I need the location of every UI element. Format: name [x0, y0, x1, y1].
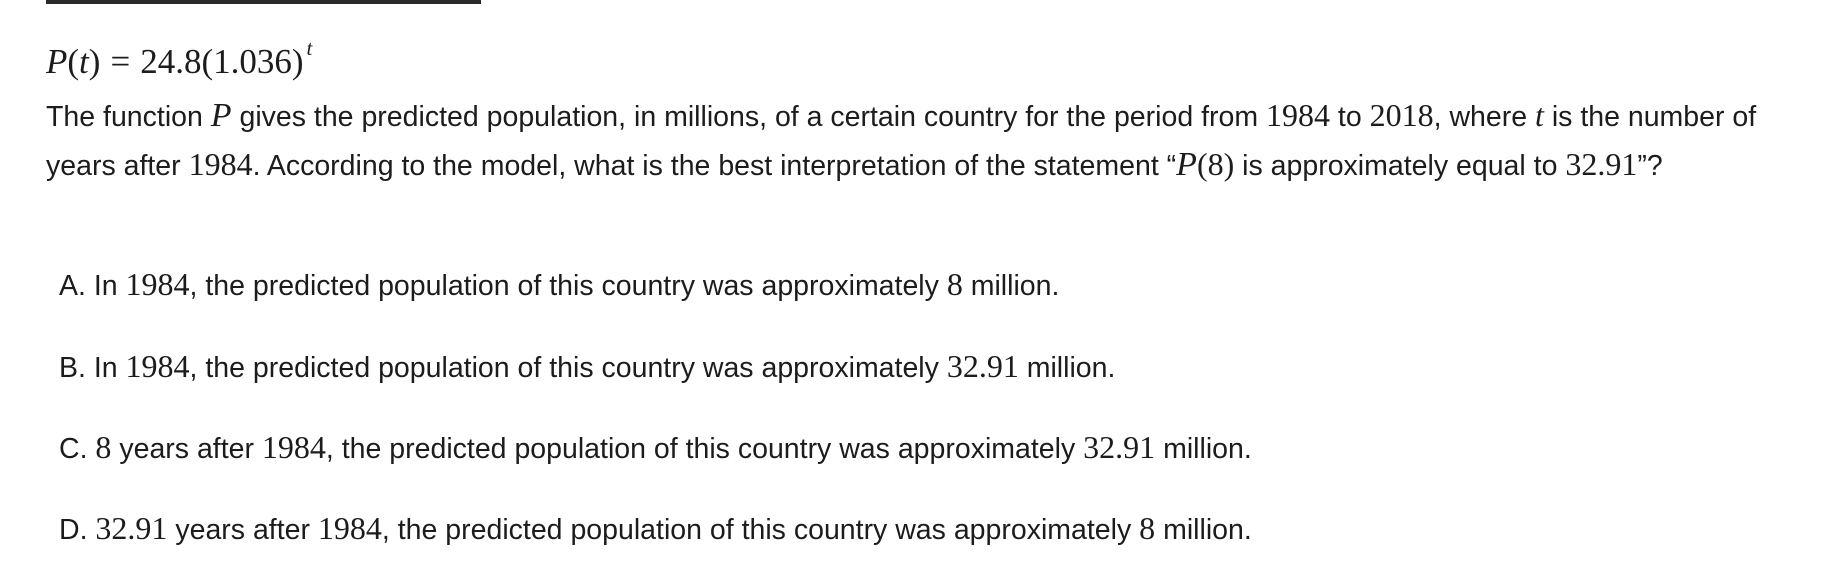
question-function-name: P: [210, 97, 232, 134]
choice-math: 32.91: [946, 348, 1019, 384]
formula-function-name: P: [46, 42, 68, 81]
formula-base: 1.036: [213, 42, 292, 81]
choice-text: , the predicted population of this count…: [189, 352, 947, 384]
answer-choice-c[interactable]: C. 8 years after 1984, the predicted pop…: [59, 427, 1252, 469]
question-base-year: 1984: [188, 146, 253, 182]
question-year-end: 2018: [1369, 97, 1434, 133]
choice-math: 8: [1139, 510, 1156, 546]
answer-choice-b[interactable]: B. In 1984, the predicted population of …: [59, 346, 1115, 388]
formula-variable: t: [79, 42, 89, 81]
choice-text: years after: [167, 514, 318, 546]
question-text: The function: [46, 101, 211, 133]
choice-math: 1984: [125, 266, 190, 302]
formula-exponent: t: [306, 36, 313, 60]
choice-math: 8: [95, 429, 112, 465]
formula-coefficient: 24.8: [140, 42, 202, 81]
choice-math: 1984: [261, 429, 326, 465]
choice-letter: C.: [59, 433, 88, 465]
question-value: 32.91: [1565, 146, 1638, 182]
question-text: , where: [1433, 101, 1536, 133]
question-expression-function: P: [1176, 146, 1197, 183]
choice-letter: B.: [59, 352, 86, 384]
choice-text: years after: [111, 433, 262, 465]
answer-choice-d[interactable]: D. 32.91 years after 1984, the predicted…: [59, 508, 1252, 550]
choice-text: million.: [1155, 433, 1252, 465]
question-text: is approximately equal to: [1234, 150, 1566, 182]
question-year-start: 1984: [1266, 97, 1331, 133]
question-text: to: [1330, 101, 1370, 133]
choice-text: million.: [1155, 514, 1252, 546]
choice-letter: A.: [59, 270, 86, 302]
choice-letter: D.: [59, 514, 88, 546]
top-divider: [46, 0, 481, 4]
choice-math: 32.91: [1083, 429, 1156, 465]
question-stem: The function P gives the predicted popul…: [46, 92, 1806, 190]
choice-text: , the predicted population of this count…: [189, 270, 947, 302]
choice-math: 1984: [125, 348, 190, 384]
choice-text: In: [85, 270, 126, 302]
question-text: . According to the model, what is the be…: [252, 150, 1177, 182]
question-text: is the number of years after: [46, 101, 1757, 182]
choice-math: 1984: [317, 510, 382, 546]
function-formula: P(t) = 24.8(1.036) t: [46, 36, 313, 81]
question-text: gives the predicted population, in milli…: [231, 101, 1267, 133]
question-text: ”?: [1637, 150, 1663, 182]
choice-text: , the predicted population of this count…: [325, 433, 1084, 465]
choice-text: million.: [962, 270, 1060, 302]
choice-text: In: [85, 352, 126, 384]
choice-text: , the predicted population of this count…: [381, 514, 1140, 546]
formula-equals: =: [110, 42, 131, 81]
question-expression-argument: (8): [1196, 146, 1235, 182]
answer-choice-a[interactable]: A. In 1984, the predicted population of …: [59, 264, 1059, 306]
choice-math: 8: [946, 266, 963, 302]
choice-text: million.: [1018, 352, 1116, 384]
choice-math: 32.91: [95, 510, 168, 546]
question-variable: t: [1535, 97, 1544, 133]
